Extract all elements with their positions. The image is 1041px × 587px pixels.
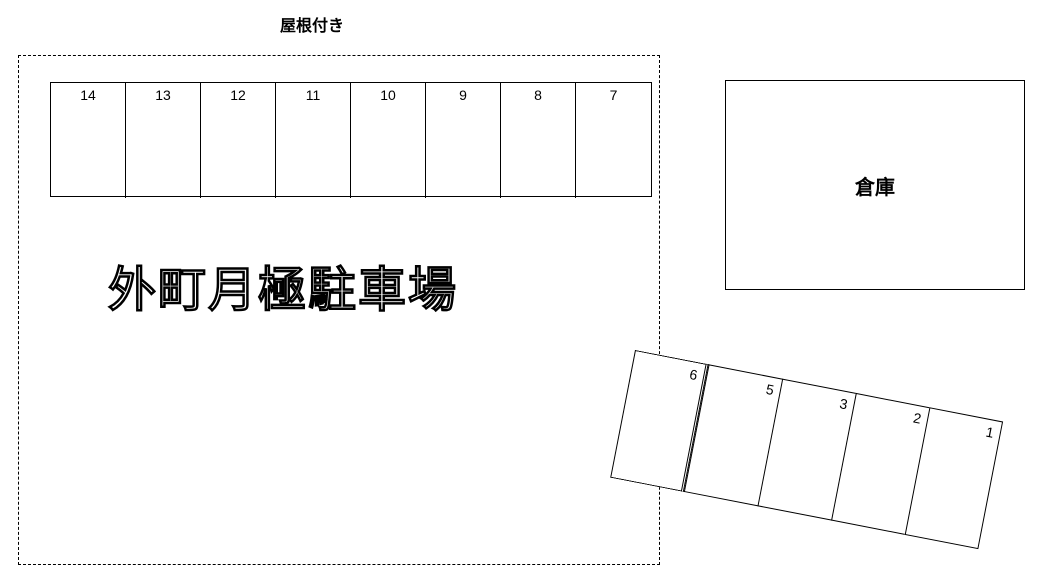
parking-slot: 10	[351, 83, 426, 198]
parking-lot-title: 外町月極駐車場	[108, 250, 458, 320]
warehouse-box: 倉庫	[725, 80, 1025, 290]
parking-slot: 8	[501, 83, 576, 198]
parking-slot: 7	[576, 83, 651, 198]
roof-label: 屋根付き	[280, 12, 344, 36]
parking-slot: 14	[51, 83, 126, 198]
angled-parking-row: 65321	[610, 350, 1003, 549]
parking-slot: 11	[276, 83, 351, 198]
parking-slot: 9	[426, 83, 501, 198]
parking-slot: 12	[201, 83, 276, 198]
top-parking-row: 1413121110987	[50, 82, 652, 197]
parking-slot: 13	[126, 83, 201, 198]
warehouse-label: 倉庫	[855, 171, 895, 200]
